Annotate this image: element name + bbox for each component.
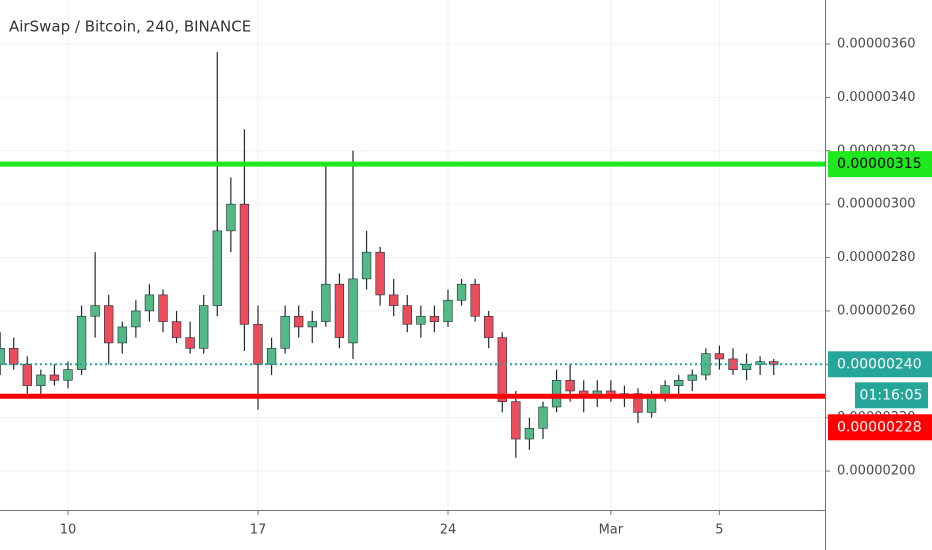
candle-body [416,315,426,325]
candle-body [456,283,467,301]
candle-body [484,315,494,338]
candle-body [348,278,358,344]
candle-body [714,353,725,360]
candle-body [565,379,575,392]
candles [0,52,825,458]
price-label: 0.00000315 [837,156,922,172]
candle-body [728,358,738,370]
candle-body [76,315,87,370]
x-tick-label: Mar [599,523,624,538]
candle-body [171,321,182,338]
x-tick-label: 5 [715,523,723,538]
axes: 0.000002000.000002200.000002400.00000260… [60,37,932,538]
candle-body [117,326,127,344]
candle-body [294,315,304,328]
candle-body [687,374,697,381]
candle-body [90,305,100,317]
candle-body [497,337,507,402]
y-tick-label: 0.00000260 [837,303,916,318]
x-tick-label: 17 [250,523,267,538]
price-label-box [828,151,932,178]
candle-body [253,323,263,365]
candle-body [538,406,548,429]
price-label: 0.00000240 [837,356,922,372]
candle-body [185,337,195,349]
candle-body [158,294,168,322]
chart-title: AirSwap / Bitcoin, 240, BINANCE [9,18,251,36]
candle-body [633,393,643,413]
candle-body [9,347,19,365]
candle-body [470,283,480,317]
candle-body [402,305,412,325]
countdown: 01:16:05 [860,387,923,403]
candle-body [334,283,345,338]
candle-body [280,315,290,349]
y-tick-label: 0.00000200 [837,464,916,479]
grid [0,0,825,510]
y-tick-label: 0.00000340 [837,90,916,105]
candle-body [199,305,209,349]
candle-body [389,294,399,306]
candle-body [524,428,535,440]
candle-body [321,283,331,322]
y-tick-label: 0.00000300 [837,197,916,212]
price-label-box [828,351,932,378]
x-tick-label: 24 [440,523,457,538]
x-tick-label: 10 [60,523,77,538]
candle-body [36,374,46,386]
price-label-box [828,414,932,441]
candle-body [266,347,277,365]
candle-body [443,299,453,322]
candle-body [131,310,141,328]
candle-body [0,347,5,365]
candle-body [144,294,155,312]
candle-body [104,305,114,344]
candle-body [674,379,684,386]
candle-body [226,203,236,232]
y-tick-label: 0.00000360 [837,37,916,52]
candle-body [511,401,521,440]
countdown-box [855,382,928,409]
y-tick-label: 0.00000280 [837,250,916,265]
candle-body [212,230,222,306]
price-label: 0.00000228 [837,419,922,435]
candle-body [429,315,440,322]
candle-body [22,363,32,386]
candle-body [239,203,250,325]
candle-body [307,321,317,328]
candle-body [769,361,779,365]
candle-body [49,374,60,381]
candle-body [375,251,385,296]
candle-body [361,251,372,280]
candle-body [551,379,562,408]
candle-body [63,369,73,381]
